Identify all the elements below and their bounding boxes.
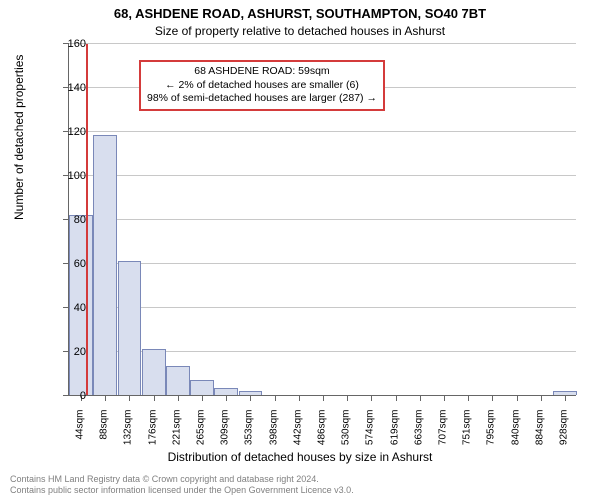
grid-line: [69, 219, 576, 220]
histogram-bar: [93, 135, 117, 395]
grid-line: [69, 131, 576, 132]
x-tick-label: 486sqm: [317, 410, 328, 470]
x-tick: [250, 395, 251, 401]
x-tick: [444, 395, 445, 401]
y-tick-label: 20: [46, 346, 86, 358]
x-tick-label: 619sqm: [389, 410, 400, 470]
x-tick: [420, 395, 421, 401]
x-tick: [129, 395, 130, 401]
x-tick: [517, 395, 518, 401]
y-tick-label: 120: [46, 126, 86, 138]
x-tick: [154, 395, 155, 401]
footer-line-1: Contains HM Land Registry data © Crown c…: [10, 474, 354, 485]
histogram-bar: [142, 349, 166, 395]
x-tick-label: 398sqm: [268, 410, 279, 470]
footer-attribution: Contains HM Land Registry data © Crown c…: [10, 474, 354, 496]
x-tick: [178, 395, 179, 401]
x-tick-label: 265sqm: [196, 410, 207, 470]
x-tick-label: 353sqm: [244, 410, 255, 470]
x-tick-label: 795sqm: [486, 410, 497, 470]
annotation-line: ← 2% of detached houses are smaller (6): [147, 79, 377, 93]
x-tick: [105, 395, 106, 401]
annotation-line: 98% of semi-detached houses are larger (…: [147, 92, 377, 106]
x-tick-label: 884sqm: [534, 410, 545, 470]
chart-plot-area: 68 ASHDENE ROAD: 59sqm← 2% of detached h…: [68, 44, 576, 396]
histogram-bar: [214, 388, 238, 395]
histogram-bar: [118, 261, 142, 395]
page-subtitle: Size of property relative to detached ho…: [0, 24, 600, 38]
grid-line: [69, 307, 576, 308]
grid-line: [69, 263, 576, 264]
x-tick-label: 44sqm: [75, 410, 86, 470]
x-tick-label: 751sqm: [462, 410, 473, 470]
x-tick: [565, 395, 566, 401]
annotation-box: 68 ASHDENE ROAD: 59sqm← 2% of detached h…: [139, 60, 385, 111]
histogram-bar: [190, 380, 214, 395]
y-tick-label: 80: [46, 214, 86, 226]
x-tick: [468, 395, 469, 401]
y-tick-label: 0: [46, 390, 86, 402]
marker-line: [86, 44, 88, 395]
x-tick-label: 176sqm: [147, 410, 158, 470]
x-tick-label: 530sqm: [341, 410, 352, 470]
annotation-line: 68 ASHDENE ROAD: 59sqm: [147, 65, 377, 79]
x-tick-label: 309sqm: [220, 410, 231, 470]
x-tick: [396, 395, 397, 401]
x-tick: [541, 395, 542, 401]
page-title: 68, ASHDENE ROAD, ASHURST, SOUTHAMPTON, …: [0, 6, 600, 21]
x-tick: [347, 395, 348, 401]
x-tick: [202, 395, 203, 401]
y-tick-label: 160: [46, 38, 86, 50]
x-tick-label: 574sqm: [365, 410, 376, 470]
x-tick: [275, 395, 276, 401]
grid-line: [69, 43, 576, 44]
x-tick-label: 88sqm: [99, 410, 110, 470]
x-tick-label: 840sqm: [510, 410, 521, 470]
y-axis-title: Number of detached properties: [12, 55, 26, 220]
footer-line-2: Contains public sector information licen…: [10, 485, 354, 496]
y-tick-label: 140: [46, 82, 86, 94]
x-tick: [226, 395, 227, 401]
x-tick: [371, 395, 372, 401]
y-tick-label: 40: [46, 302, 86, 314]
grid-line: [69, 175, 576, 176]
x-tick-label: 928sqm: [558, 410, 569, 470]
x-tick: [492, 395, 493, 401]
x-tick-label: 663sqm: [413, 410, 424, 470]
x-tick-label: 707sqm: [437, 410, 448, 470]
x-tick: [299, 395, 300, 401]
y-tick-label: 60: [46, 258, 86, 270]
x-tick-label: 132sqm: [123, 410, 134, 470]
x-tick: [323, 395, 324, 401]
x-tick-label: 442sqm: [292, 410, 303, 470]
histogram-bar: [166, 366, 190, 395]
x-tick-label: 221sqm: [171, 410, 182, 470]
y-tick-label: 100: [46, 170, 86, 182]
